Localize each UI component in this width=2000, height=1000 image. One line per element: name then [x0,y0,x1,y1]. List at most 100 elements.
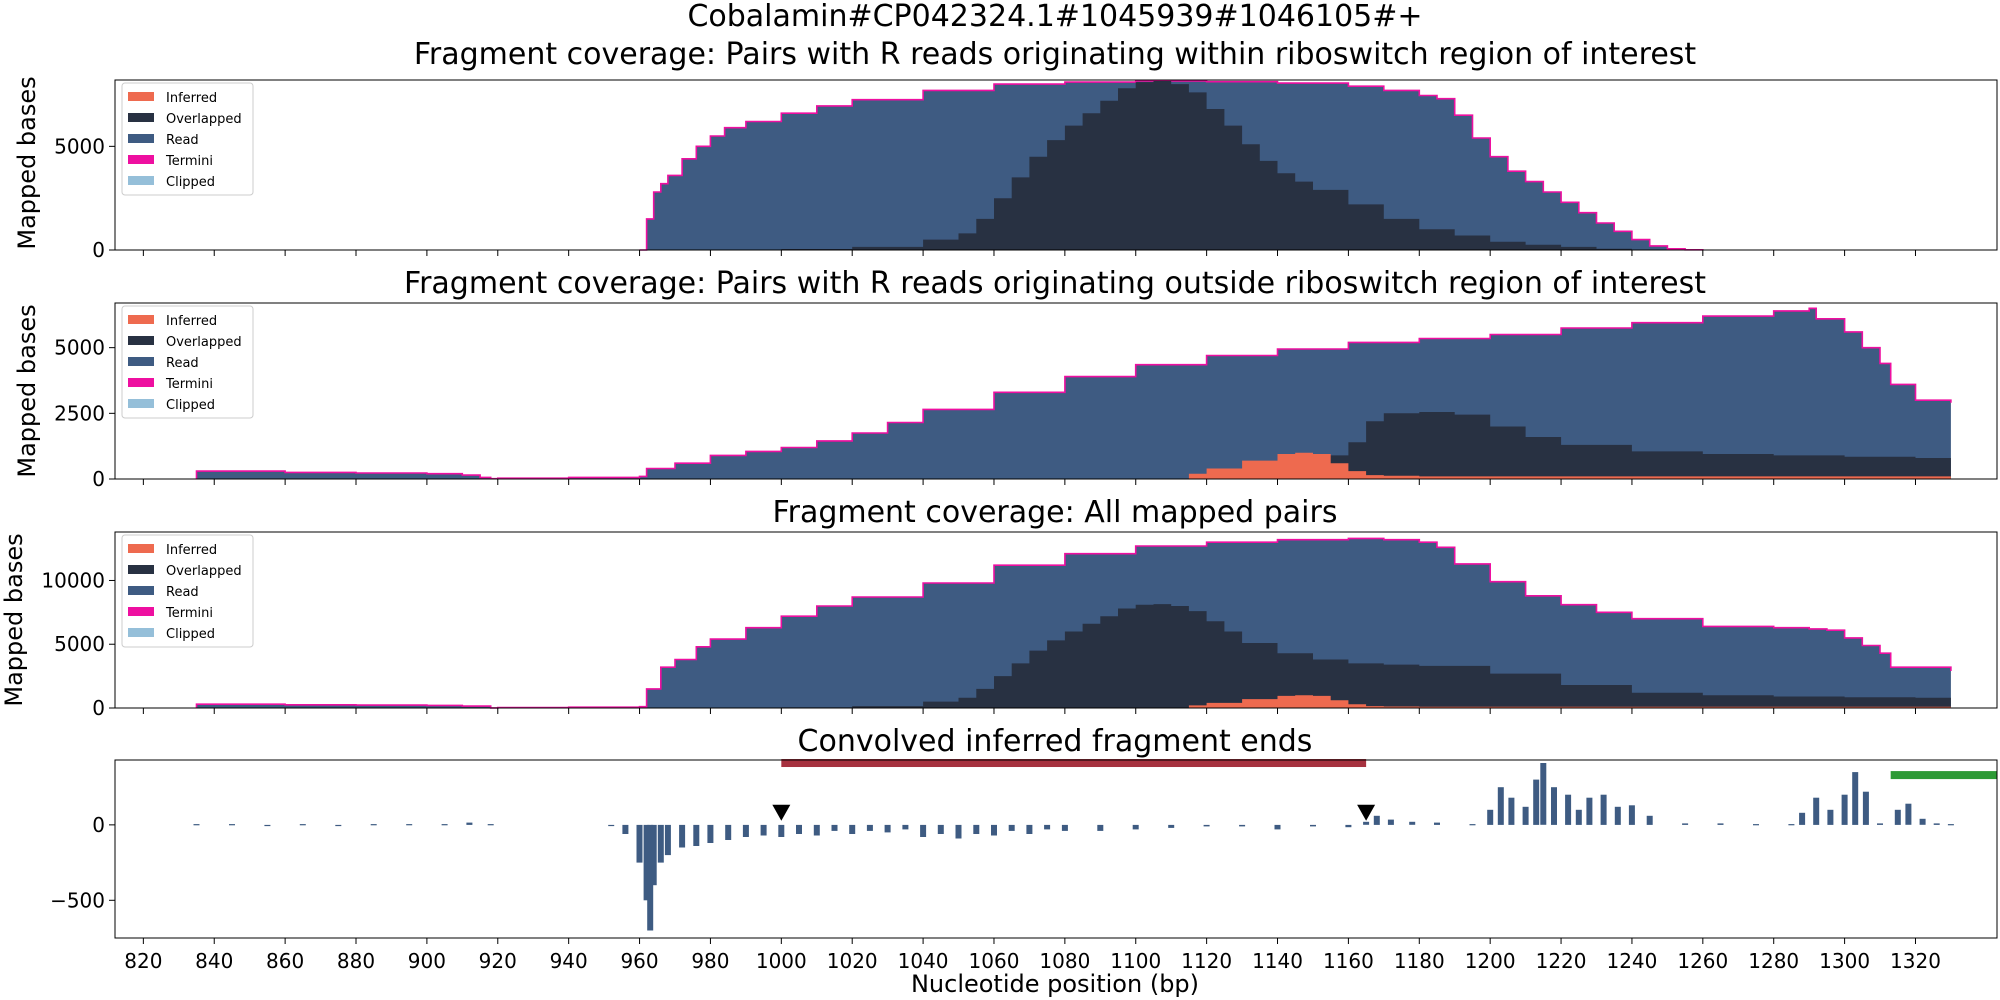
x-tick-label: 820 [124,949,162,973]
x-tick-label: 1240 [1606,949,1657,973]
bar [973,824,980,834]
y-tick-label: 0 [92,696,105,720]
bar [299,824,306,826]
bar [679,824,686,848]
bar [1409,821,1416,825]
legend-entry: Inferred [166,91,217,106]
legend-swatch [128,544,154,553]
y-tick-label: 10000 [41,568,105,592]
x-tick-label: 1220 [1536,949,1587,973]
bar [1551,787,1557,825]
panel-within-region: Fragment coverage: Pairs with R reads or… [13,37,1998,262]
axes-frame [114,531,1998,709]
panel-title: Fragment coverage: Pairs with R reads or… [414,37,1697,72]
x-tick-label: 840 [195,949,233,973]
bar [1575,809,1582,825]
bar [1522,806,1529,825]
x-tick-label: 880 [337,949,375,973]
bar [902,824,909,830]
legend-entry: Clipped [166,398,215,413]
bar [1827,809,1834,825]
legend-entry: Inferred [166,543,217,558]
x-tick-label: 1200 [1465,949,1516,973]
bar [831,824,838,831]
bar [1540,763,1547,825]
legend-entry: Inferred [166,314,217,329]
y-axis-label: Mapped bases [13,304,41,477]
legend-swatch [128,336,154,345]
x-tick-label: 960 [620,949,658,973]
legend-swatch [128,315,154,324]
bar [1044,824,1051,830]
legend-entry: Overlapped [166,564,242,579]
y-axis-label: Mapped bases [13,76,41,249]
bar [1508,797,1515,825]
legend-swatch [128,113,154,122]
x-tick-label: 900 [408,949,446,973]
bar [1841,794,1848,825]
figure-suptitle: Cobalamin#CP042324.1#1045939#1046105#+ [687,0,1422,34]
y-tick-label: 0 [92,813,105,837]
bar [1813,797,1820,825]
bar [1387,819,1394,825]
x-tick-label: 1260 [1677,949,1728,973]
legend-entry: Overlapped [166,112,242,127]
bar [1753,824,1759,826]
x-tick-label: 1120 [1181,949,1232,973]
legend-entry: Read [166,133,199,148]
legend-swatch [128,134,154,143]
bar [335,824,342,827]
bar [1469,824,1476,826]
bar [1345,824,1352,828]
bar [1565,794,1572,825]
bar [1274,824,1281,830]
triangle-marker [772,804,791,821]
bar [813,824,820,836]
bar [1310,824,1316,827]
bar [1203,824,1210,827]
panel-convolved-ends: Convolved inferred fragment ends 820 840 8… [50,724,1998,998]
legend-swatch [128,378,154,387]
y-tick-label: 5000 [54,336,105,360]
x-tick-label: 1300 [1819,949,1870,973]
area-inferred [1171,452,1951,479]
bar [955,824,962,839]
legend-swatch [128,92,154,101]
bar [466,822,473,825]
bar [1097,824,1104,831]
bar [622,824,629,834]
bar [1862,791,1869,825]
bar [1487,809,1494,825]
bar [760,824,767,836]
bar [441,824,448,826]
bar [866,824,873,831]
x-tick-label: 1280 [1748,949,1799,973]
area-inferred [1171,695,1951,708]
bar [937,824,944,834]
legend-entry: Termini [165,154,213,169]
bar [991,824,997,836]
y-tick-label: 5000 [54,134,105,158]
bar [1008,824,1015,831]
x-tick-label: 1320 [1890,949,1941,973]
x-tick-label: 1020 [827,949,878,973]
legend-entry: Termini [165,606,213,621]
termini-edge [639,80,1704,251]
bar [650,824,657,886]
x-tick-label: 860 [266,949,304,973]
x-tick-label: 1080 [1039,949,1090,973]
bar [1061,824,1068,831]
legend-entry: Termini [165,377,213,392]
legend-entry: Clipped [166,627,215,642]
bar [849,824,856,834]
bar [1947,824,1954,826]
bar [1614,806,1621,825]
legend-entry: Read [166,585,199,600]
bar [229,824,235,826]
bar [487,824,494,826]
area-overlapped [639,81,1668,250]
bar [1363,821,1370,825]
x-tick-label: 1100 [1110,949,1161,973]
bar [1132,824,1139,830]
